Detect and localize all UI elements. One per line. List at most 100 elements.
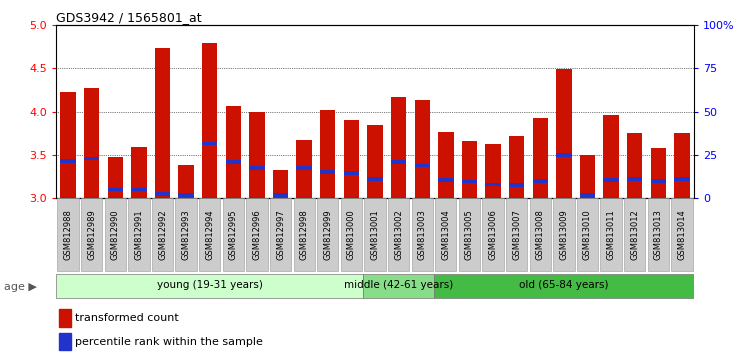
FancyBboxPatch shape (434, 274, 694, 298)
FancyBboxPatch shape (81, 198, 102, 271)
Text: GSM813006: GSM813006 (488, 209, 497, 260)
Bar (320, 171, 335, 174)
Bar (131, 188, 146, 191)
FancyBboxPatch shape (459, 198, 480, 271)
Text: GSM813003: GSM813003 (418, 209, 427, 260)
Bar (509, 136, 524, 198)
FancyBboxPatch shape (530, 198, 551, 271)
Bar (226, 106, 241, 198)
Text: GSM813000: GSM813000 (347, 209, 356, 260)
Bar (462, 141, 477, 198)
Text: GSM813007: GSM813007 (512, 209, 521, 260)
Text: young (19-31 years): young (19-31 years) (157, 280, 262, 290)
Bar (391, 160, 406, 164)
Bar (59, 309, 71, 327)
FancyBboxPatch shape (58, 198, 79, 271)
FancyBboxPatch shape (482, 198, 504, 271)
Text: GSM812998: GSM812998 (300, 209, 309, 260)
Text: GSM812997: GSM812997 (276, 209, 285, 260)
FancyBboxPatch shape (152, 198, 173, 271)
Bar (651, 148, 666, 198)
Text: GSM813009: GSM813009 (560, 209, 568, 260)
FancyBboxPatch shape (223, 198, 244, 271)
Bar (344, 171, 359, 175)
Bar (368, 125, 382, 198)
Bar (273, 193, 288, 196)
Bar (249, 112, 265, 198)
Bar (368, 177, 382, 181)
FancyBboxPatch shape (176, 198, 196, 271)
Text: GSM812995: GSM812995 (229, 209, 238, 260)
Bar (273, 170, 288, 198)
Bar (226, 160, 241, 164)
FancyBboxPatch shape (601, 198, 622, 271)
FancyBboxPatch shape (648, 198, 669, 271)
Bar (84, 88, 99, 198)
Bar (604, 115, 619, 198)
Text: percentile rank within the sample: percentile rank within the sample (75, 337, 263, 347)
Text: GSM812999: GSM812999 (323, 209, 332, 260)
Bar (61, 159, 76, 163)
FancyBboxPatch shape (554, 198, 574, 271)
Text: old (65-84 years): old (65-84 years) (519, 280, 609, 290)
Text: GSM813010: GSM813010 (583, 209, 592, 260)
Bar (674, 177, 689, 181)
Bar (249, 166, 265, 170)
Bar (202, 142, 217, 145)
Bar (485, 183, 501, 186)
Text: GSM813008: GSM813008 (536, 209, 544, 260)
FancyBboxPatch shape (105, 198, 126, 271)
Bar (178, 165, 194, 198)
Bar (202, 43, 217, 198)
FancyBboxPatch shape (270, 198, 291, 271)
Bar (296, 166, 312, 170)
Bar (391, 97, 406, 198)
Text: GSM813001: GSM813001 (370, 209, 380, 260)
Bar (154, 48, 170, 198)
FancyBboxPatch shape (293, 198, 315, 271)
Text: GSM812991: GSM812991 (134, 209, 143, 260)
Bar (532, 119, 548, 198)
Bar (438, 178, 454, 182)
Bar (131, 147, 146, 198)
Text: GDS3942 / 1565801_at: GDS3942 / 1565801_at (56, 11, 202, 24)
FancyBboxPatch shape (506, 198, 527, 271)
Bar (580, 193, 596, 196)
Bar (415, 100, 430, 198)
Text: GSM812990: GSM812990 (111, 209, 120, 260)
Text: middle (42-61 years): middle (42-61 years) (344, 280, 453, 290)
Text: GSM813014: GSM813014 (677, 209, 686, 260)
Bar (627, 133, 643, 198)
FancyBboxPatch shape (199, 198, 220, 271)
Text: GSM812989: GSM812989 (87, 209, 96, 260)
Bar (107, 188, 123, 191)
Bar (627, 177, 643, 181)
Bar (84, 156, 99, 160)
Bar (296, 140, 312, 198)
Bar (556, 69, 572, 198)
Text: GSM813005: GSM813005 (465, 209, 474, 260)
Bar (509, 183, 524, 187)
Text: GSM813002: GSM813002 (394, 209, 403, 260)
Text: GSM812992: GSM812992 (158, 209, 167, 260)
FancyBboxPatch shape (317, 198, 338, 271)
Text: GSM813012: GSM813012 (630, 209, 639, 260)
Bar (178, 193, 194, 196)
Bar (59, 333, 71, 350)
FancyBboxPatch shape (435, 198, 457, 271)
FancyBboxPatch shape (412, 198, 433, 271)
FancyBboxPatch shape (56, 274, 363, 298)
FancyBboxPatch shape (363, 274, 434, 298)
FancyBboxPatch shape (388, 198, 410, 271)
FancyBboxPatch shape (577, 198, 598, 271)
Text: transformed count: transformed count (75, 313, 179, 323)
Bar (344, 120, 359, 198)
Text: GSM812988: GSM812988 (64, 209, 73, 260)
FancyBboxPatch shape (624, 198, 645, 271)
Bar (462, 180, 477, 183)
Text: age ▶: age ▶ (4, 282, 37, 292)
Text: GSM813011: GSM813011 (607, 209, 616, 260)
Bar (532, 179, 548, 183)
Text: GSM812994: GSM812994 (206, 209, 214, 260)
Bar (61, 92, 76, 198)
